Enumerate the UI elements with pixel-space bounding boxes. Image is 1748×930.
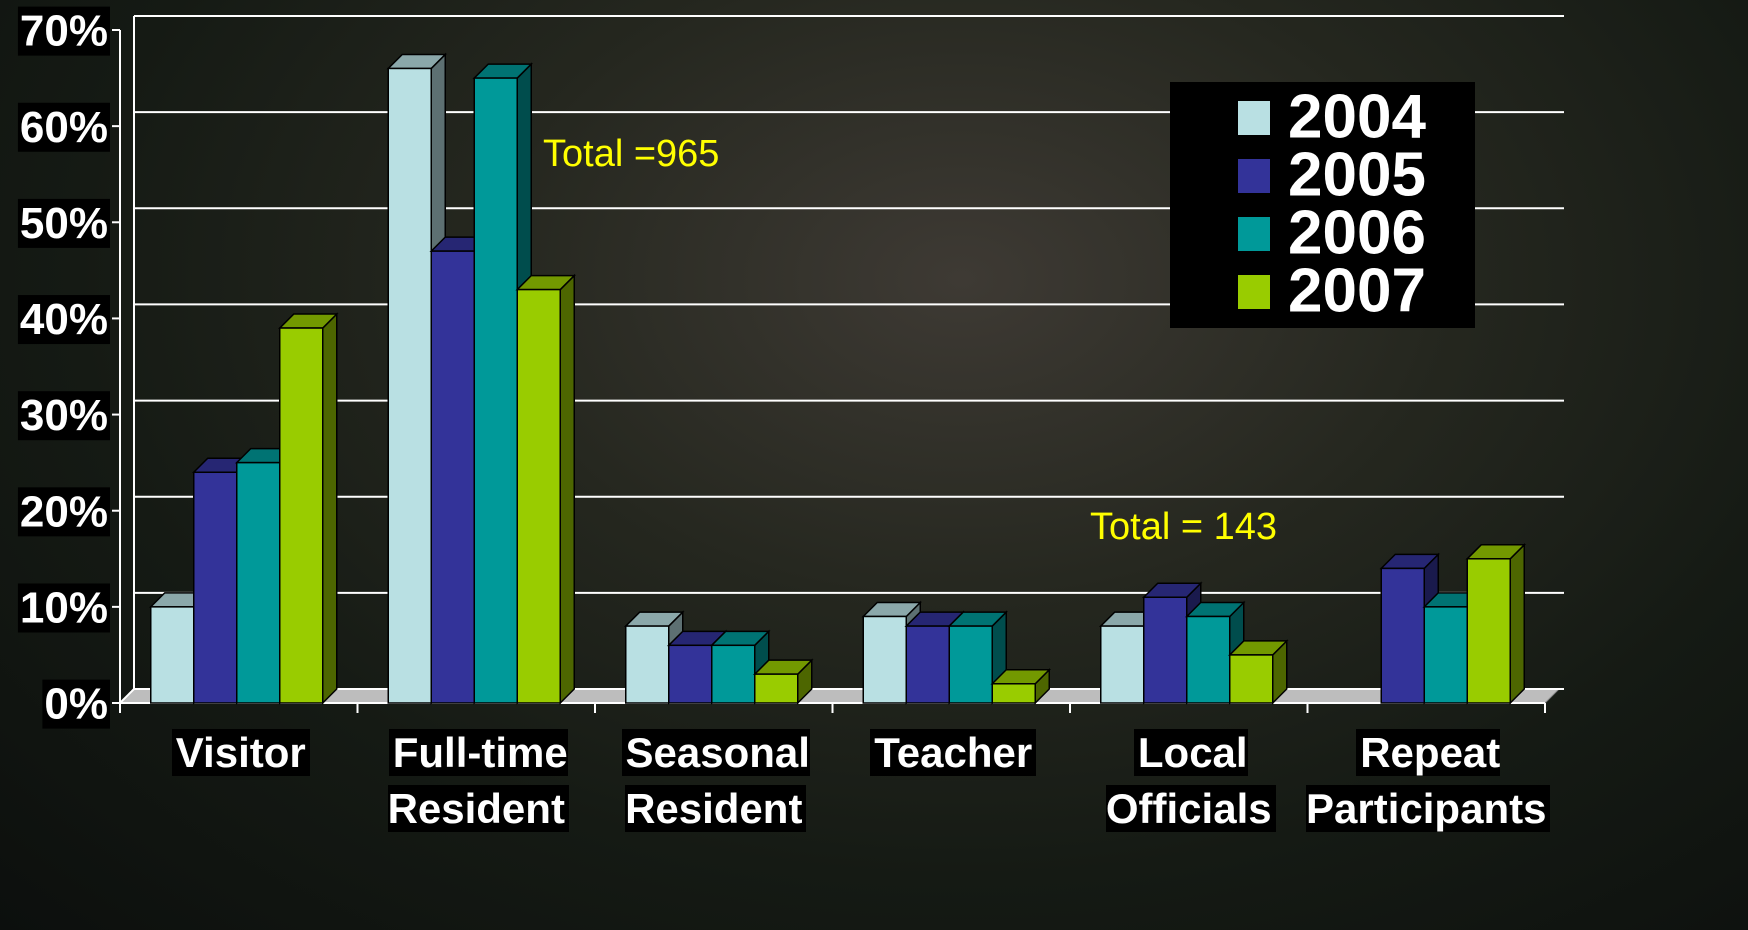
x-tick-label: Seasonal Resident [591, 725, 841, 837]
x-tick-label: Repeat Participants [1303, 725, 1553, 837]
x-tick-label: Local Officials [1066, 725, 1316, 837]
bar-side [1510, 545, 1524, 703]
legend-swatch [1238, 159, 1270, 193]
legend-swatch [1238, 217, 1270, 251]
annotation: Total = 143 [1090, 506, 1277, 548]
y-tick-label: 30% [20, 391, 108, 440]
bar [1187, 616, 1230, 703]
bar [151, 607, 194, 703]
y-tick-label: 20% [20, 487, 108, 536]
x-tick-text: Teacher [870, 729, 1036, 776]
bar [1467, 559, 1510, 703]
legend-swatch [1238, 275, 1270, 309]
floor [120, 689, 1559, 703]
bar [1101, 626, 1144, 703]
bar [863, 616, 906, 703]
y-tick-label: 60% [20, 103, 108, 152]
y-tick-label: 0% [44, 680, 108, 729]
y-tick-label: 10% [20, 583, 108, 632]
bar [992, 684, 1035, 703]
bar [669, 645, 712, 703]
bar [1230, 655, 1273, 703]
y-tick-label: 70% [20, 7, 108, 56]
bar [237, 463, 280, 703]
annotation: Total =965 [543, 133, 719, 175]
bar [194, 472, 237, 703]
x-tick-text: Full-time Resident [388, 729, 569, 832]
legend-label: 2007 [1288, 256, 1426, 325]
bar-side [560, 276, 574, 703]
bar [1144, 597, 1187, 703]
bar [712, 645, 755, 703]
legend-swatch [1238, 101, 1270, 135]
y-tick-label: 40% [20, 295, 108, 344]
x-tick-label: Visitor [116, 725, 366, 781]
x-tick-text: Local Officials [1106, 729, 1276, 832]
x-tick-label: Teacher [828, 725, 1078, 781]
bar [517, 290, 560, 703]
chart-area: 0%10%20%30%40%50%60%70%2004200520062007T… [0, 0, 1748, 930]
bar [474, 78, 517, 703]
bar [431, 251, 474, 703]
y-tick-label: 50% [20, 199, 108, 248]
bar [1424, 607, 1467, 703]
bar [280, 328, 323, 703]
x-tick-text: Repeat Participants [1306, 729, 1550, 832]
bar [755, 674, 798, 703]
x-tick-text: Seasonal Resident [622, 729, 810, 832]
bar [1381, 568, 1424, 703]
bar [906, 626, 949, 703]
x-tick-text: Visitor [172, 729, 310, 776]
bar [949, 626, 992, 703]
bar [388, 68, 431, 703]
x-tick-label: Full-time Resident [353, 725, 603, 837]
bar-side [323, 314, 337, 703]
bar [626, 626, 669, 703]
